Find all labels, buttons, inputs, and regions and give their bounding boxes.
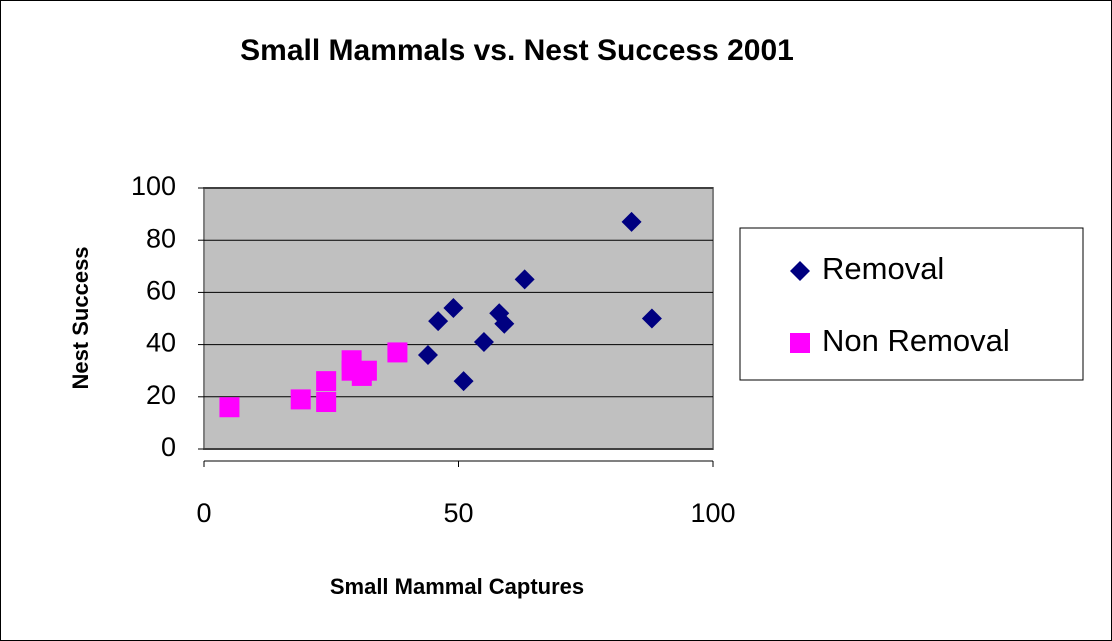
legend-label: Non Removal: [822, 323, 1010, 358]
point: [387, 342, 408, 363]
legend: [739, 227, 1084, 381]
y-tick-label: 100: [131, 171, 176, 201]
x-axis-label: Small Mammal Captures: [330, 574, 584, 599]
point: [494, 313, 515, 334]
legend-marker: [790, 261, 810, 281]
point: [356, 360, 377, 381]
point: [621, 211, 642, 232]
y-tick-label: 20: [146, 380, 176, 410]
legend-marker: [790, 333, 810, 353]
point: [453, 371, 474, 392]
point: [316, 392, 337, 413]
point: [316, 371, 337, 392]
y-tick-label: 60: [146, 276, 176, 306]
point: [219, 397, 240, 418]
point: [417, 345, 438, 366]
y-axis-label: Nest Success: [68, 246, 93, 389]
x-tick-label: 0: [196, 498, 211, 528]
y-tick-label: 40: [146, 328, 176, 358]
point: [290, 389, 311, 410]
x-tick-label: 100: [690, 498, 735, 528]
point: [428, 311, 449, 332]
x-tick-label: 50: [443, 498, 473, 528]
y-tick-label: 80: [146, 223, 176, 253]
chart-title: Small Mammals vs. Nest Success 2001: [240, 34, 794, 67]
point: [514, 269, 535, 290]
point: [641, 308, 662, 329]
y-tick-label: 0: [161, 432, 176, 462]
point: [443, 298, 464, 319]
legend-label: Removal: [822, 251, 944, 286]
point: [473, 331, 494, 352]
plot-area: [203, 187, 714, 450]
